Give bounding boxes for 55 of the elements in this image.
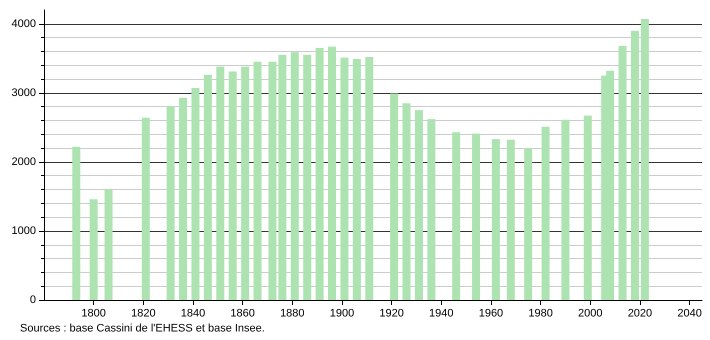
bar [640,18,649,300]
x-tick-label: 2020 [628,308,652,320]
bar [402,103,411,300]
y-tick-label: 1000 [12,224,36,237]
bar [472,134,480,300]
bar [452,132,460,300]
bar [328,46,336,300]
bar [542,126,550,300]
x-tick-label: 2000 [578,308,603,320]
bar [524,148,532,300]
y-tick-label: 2000 [12,156,36,168]
bar [216,66,224,300]
bar [492,139,500,300]
x-tick-label: 1840 [180,308,206,320]
y-tick-label: 3000 [12,86,36,99]
bar [561,120,570,300]
x-tick-label: 1800 [81,308,106,320]
bar [352,59,361,300]
bar [241,66,250,300]
bar [630,30,639,300]
x-tick-label: 1980 [528,308,553,320]
bar [506,140,515,300]
bar [204,74,212,300]
x-tick-label: 1940 [429,308,454,320]
x-tick-label: 1820 [131,308,156,320]
x-tick-label: 1920 [379,308,404,320]
bar [584,116,592,300]
bar [191,88,200,300]
bar [618,46,627,300]
bar [290,52,299,300]
bar [268,62,276,300]
source-note: Sources : base Cassini de l'EHESS et base Insee. [20,322,265,334]
x-tick-label: 1860 [230,308,255,320]
bar [365,56,374,300]
bar [228,71,237,300]
x-tick-label: 1960 [478,308,504,320]
x-tick-label: 1880 [280,308,305,320]
bar [390,94,398,300]
bar [340,58,348,300]
y-tick-label: 0 [30,294,36,306]
bar [166,106,175,300]
x-tick-label: 1900 [330,308,354,320]
bar [142,118,150,300]
bar [72,146,80,300]
y-tick-label: 4000 [12,18,36,30]
bar [278,54,286,300]
bar [303,54,312,300]
bar [179,98,188,300]
bar [90,199,98,300]
bar [254,62,262,300]
bar [414,110,423,300]
x-tick-label: 2040 [677,308,702,320]
bar [427,119,436,300]
bar [316,48,324,300]
bar [104,188,113,300]
